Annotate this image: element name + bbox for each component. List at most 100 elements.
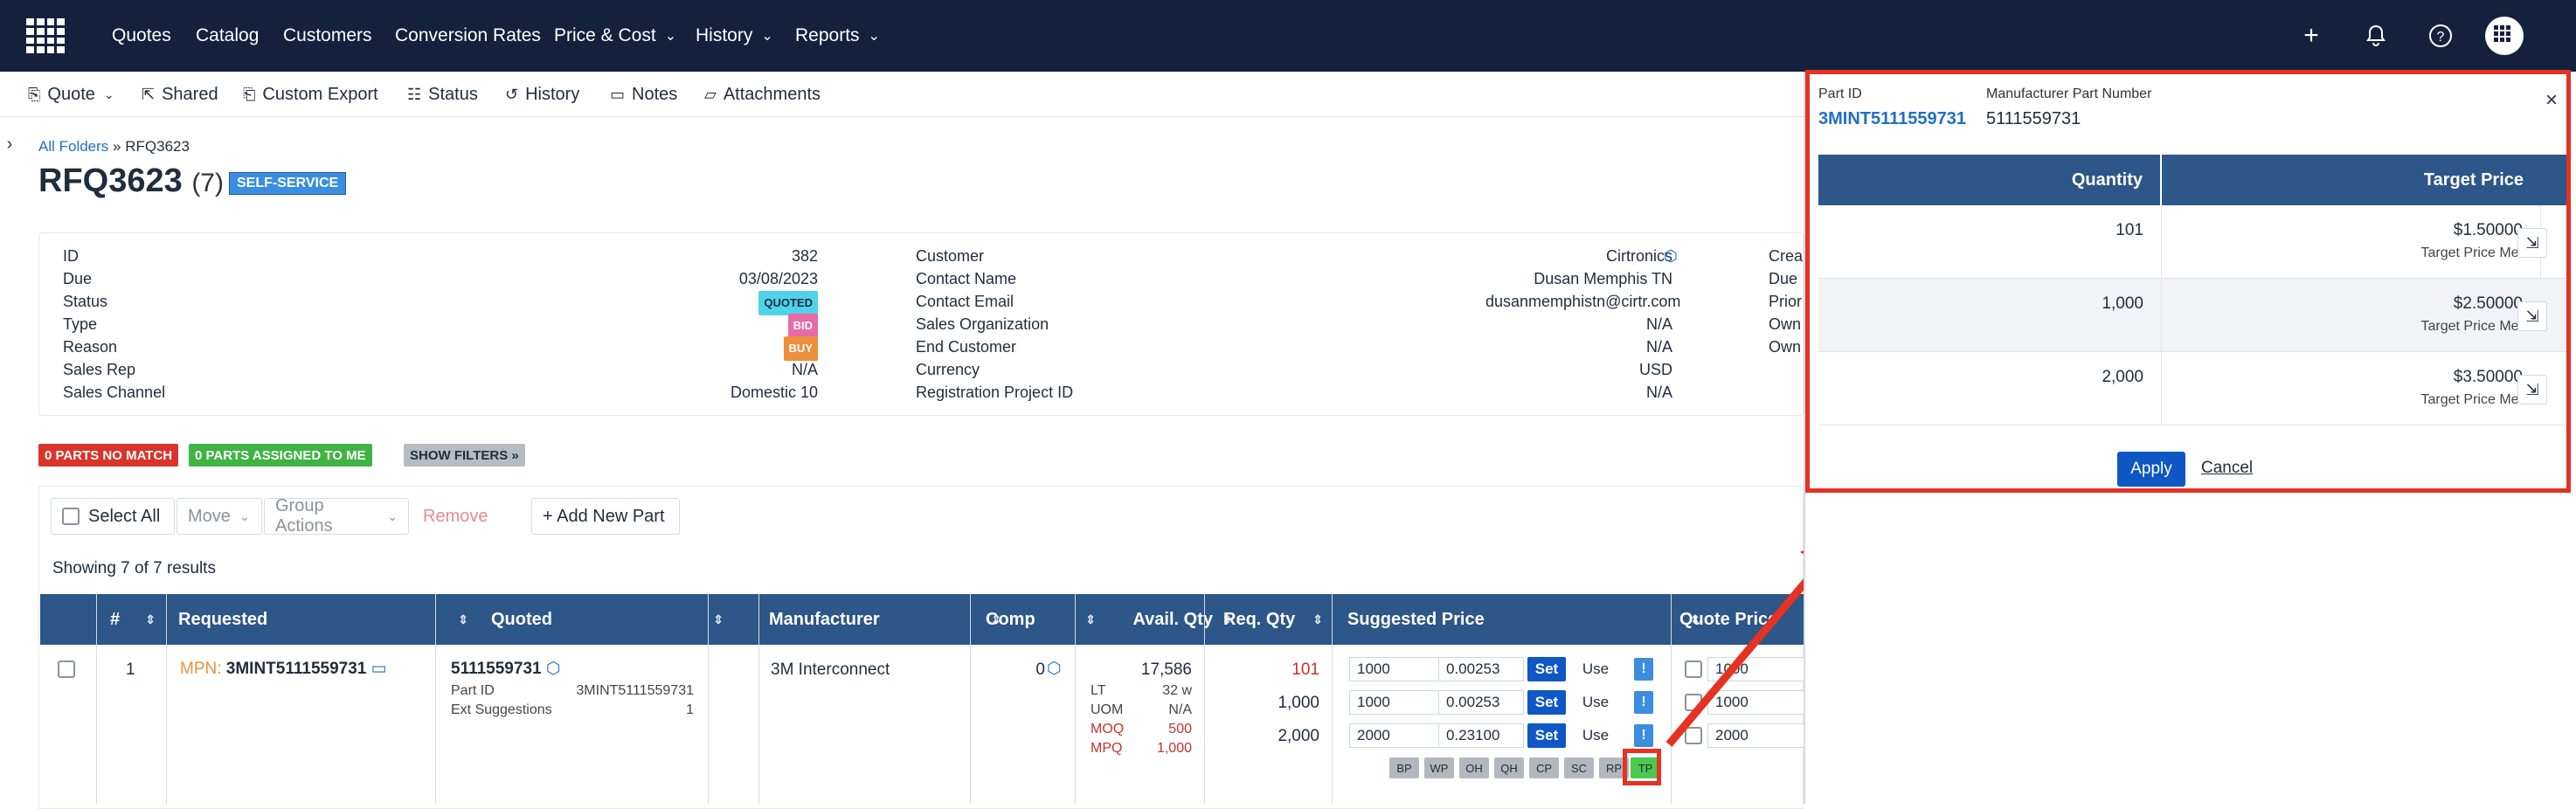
set-button[interactable]: Set [1527, 723, 1566, 748]
suggested-qty-input[interactable]: 2000 [1349, 723, 1440, 748]
apps-icon[interactable] [2485, 17, 2524, 55]
info-label: Sales Organization [916, 315, 1049, 333]
tag-tp[interactable]: TP [1631, 757, 1660, 778]
nav-price-cost[interactable]: Price & Cost ⌄ [554, 25, 677, 45]
help-icon[interactable]: ? [2424, 19, 2457, 52]
parts-panel [38, 486, 1804, 809]
uom-value: N/A [1168, 702, 1192, 717]
nav-history[interactable]: History ⌄ [696, 25, 773, 45]
requested-mpn[interactable]: MPN: 3MINT5111559731 ▭ [180, 660, 387, 678]
set-button[interactable]: Set [1527, 657, 1566, 681]
tag-bp[interactable]: BP [1389, 757, 1419, 778]
target-price: $1.50000 [2453, 221, 2523, 239]
sort-icon: ⇕ [713, 612, 724, 626]
history-button[interactable]: ↺ History [505, 84, 580, 104]
quote-price-checkbox[interactable] [1685, 660, 1702, 678]
select-all-checkbox[interactable]: Select All [51, 498, 175, 535]
header-comp[interactable]: Comp ⇕ [986, 609, 1096, 629]
cube-icon: ⬡ [545, 660, 561, 678]
use-button[interactable]: Use [1582, 694, 1610, 710]
apply-target-icon[interactable]: ⇲ [2517, 301, 2547, 331]
apply-target-icon[interactable]: ⇲ [2517, 228, 2547, 258]
attachments-button[interactable]: ▱ Attachments [704, 84, 821, 104]
app-logo-icon[interactable] [26, 18, 65, 53]
column-divider [708, 594, 709, 804]
move-dropdown[interactable]: Move ⌄ [177, 498, 262, 535]
suggested-price-input[interactable]: 0.23100 [1438, 723, 1524, 748]
use-button[interactable]: Use [1582, 727, 1610, 743]
header-number[interactable]: # ⇕ [110, 609, 156, 629]
header-avail-qty[interactable]: Avail. Qty ⇕ [1132, 609, 1232, 629]
sort-icon: ⇕ [1690, 612, 1700, 626]
panel-part-id-link[interactable]: 3MINT5111559731 [1818, 109, 1967, 128]
notes-button[interactable]: ▭ Notes [610, 84, 678, 104]
apply-button[interactable]: Apply [2117, 452, 2185, 487]
bell-icon[interactable] [2359, 19, 2392, 52]
suggested-qty-input[interactable]: 1000 [1349, 690, 1440, 715]
quote-price-checkbox[interactable] [1685, 727, 1702, 744]
moq-label: MOQ [1091, 722, 1125, 736]
folder-icon[interactable]: ▭ [370, 660, 387, 678]
sort-icon: ⇕ [991, 612, 1001, 626]
set-button[interactable]: Set [1527, 690, 1566, 715]
close-icon[interactable]: × [2545, 88, 2559, 112]
warning-icon[interactable]: ! [1634, 724, 1653, 747]
info-label: Own [1769, 315, 1802, 333]
cube-icon[interactable]: ⬡ [1047, 660, 1062, 678]
info-value: N/A [1645, 384, 1672, 401]
tag-qh[interactable]: QH [1494, 757, 1524, 778]
info-value: Domestic 10 [730, 384, 818, 401]
sidebar-expand-chevron-icon[interactable]: › [6, 135, 13, 154]
remove-button[interactable]: Remove [412, 498, 505, 535]
show-filters-button[interactable]: SHOW FILTERS » [404, 444, 525, 467]
status-badge: QUOTED [758, 291, 818, 315]
quote-qty-input[interactable]: 1000 [1707, 657, 1804, 681]
apply-target-icon[interactable]: ⇲ [2517, 375, 2547, 404]
quote-qty-input[interactable]: 2000 [1707, 723, 1804, 748]
tag-cp[interactable]: CP [1529, 757, 1559, 778]
status-button[interactable]: ☷ Status [407, 84, 478, 104]
info-value: Dusan Memphis TN [1534, 270, 1672, 287]
folder-icon: ▱ [704, 85, 717, 103]
row-select-checkbox[interactable] [58, 660, 75, 678]
tag-sc[interactable]: SC [1564, 757, 1594, 778]
header-quoted[interactable]: Quoted ⇕ [491, 609, 724, 629]
add-new-part-button[interactable]: + Add New Part [531, 498, 680, 535]
parts-no-match-filter[interactable]: 0 PARTS NO MATCH [38, 444, 179, 467]
quote-menu-button[interactable]: ⎘ Quote ⌄ [28, 84, 114, 104]
group-actions-dropdown[interactable]: Group Actions ⌄ [264, 496, 409, 536]
header-requested[interactable]: Requested ⇕ [178, 609, 468, 629]
quoted-part-number[interactable]: 5111559731 ⬡ [451, 660, 561, 678]
plus-icon[interactable]: + [2303, 21, 2319, 50]
target-price: $3.50000 [2453, 368, 2523, 386]
checkbox[interactable] [62, 508, 80, 525]
header-suggested-price[interactable]: Suggested Price ⇕ [1347, 609, 1700, 629]
target-price-table: Quantity Target Price 101 $1.50000 Targe… [1818, 155, 2566, 427]
tag-oh[interactable]: OH [1459, 757, 1489, 778]
warning-icon[interactable]: ! [1634, 691, 1653, 714]
breadcrumb-all-folders-link[interactable]: All Folders [38, 138, 109, 155]
target-qty: 2,000 [2102, 368, 2143, 386]
nav-reports[interactable]: Reports ⌄ [795, 25, 880, 45]
suggested-price-input[interactable]: 0.00253 [1438, 690, 1524, 715]
header-quote-price[interactable]: Quote Price [1679, 609, 1778, 629]
shared-button[interactable]: ⇱ Shared [142, 84, 218, 104]
suggested-price-input[interactable]: 0.00253 [1438, 657, 1524, 681]
warning-icon[interactable]: ! [1634, 658, 1653, 681]
nav-customers[interactable]: Customers [283, 25, 372, 45]
nav-conversion-rates[interactable]: Conversion Rates [395, 25, 541, 45]
nav-quotes[interactable]: Quotes [112, 25, 171, 45]
parts-table-header: # ⇕ Requested ⇕ Quoted ⇕ Manufacturer ⇕ Comp… [40, 594, 1805, 645]
parts-assigned-filter[interactable]: 0 PARTS ASSIGNED TO ME [189, 444, 372, 467]
tag-wp[interactable]: WP [1424, 757, 1454, 778]
cancel-link[interactable]: Cancel [2201, 459, 2254, 477]
nav-catalog[interactable]: Catalog [196, 25, 260, 45]
cube-icon[interactable]: ⬡ [1664, 247, 1678, 265]
notes-icon: ▭ [610, 85, 626, 103]
header-req-qty[interactable]: Req. Qty ⇕ [1223, 609, 1323, 629]
custom-export-button[interactable]: ⎗ Custom Export [243, 84, 378, 104]
suggested-qty-input[interactable]: 1000 [1349, 657, 1440, 681]
use-button[interactable]: Use [1582, 660, 1610, 677]
info-label: Customer [916, 247, 985, 265]
header-manufacturer[interactable]: Manufacturer ⇕ [769, 609, 1001, 629]
